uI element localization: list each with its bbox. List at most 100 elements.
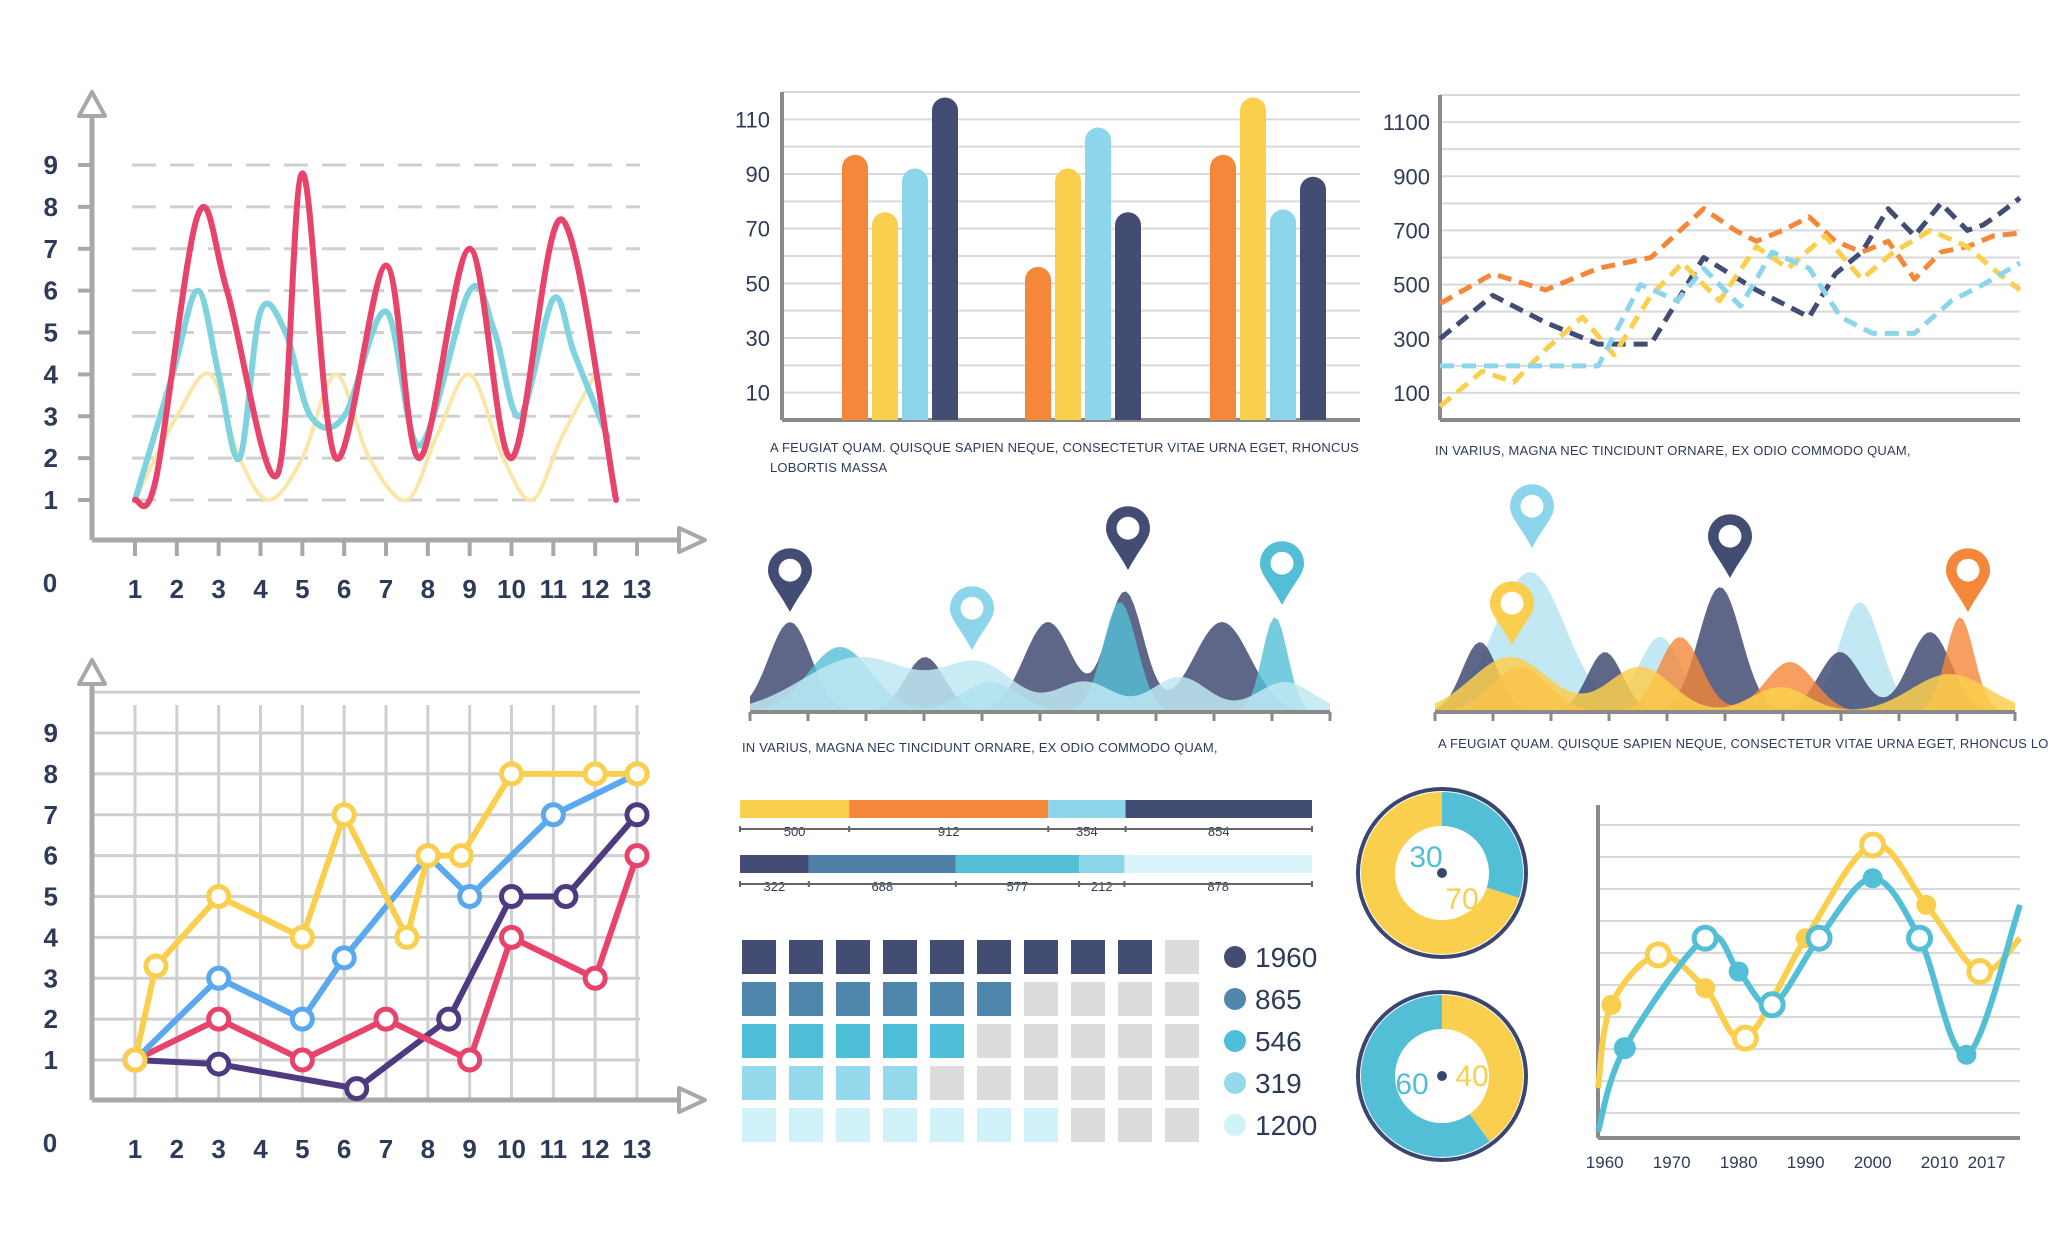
waffle-cell-filled: [836, 982, 870, 1016]
waffle-cell-filled: [742, 1066, 776, 1100]
waffle-cell-filled: [883, 982, 917, 1016]
y-tick-label: 300: [1393, 327, 1430, 352]
segment-label: 912: [938, 824, 960, 839]
x-axis-arrow: [677, 1086, 707, 1114]
data-point-yellow: [624, 761, 650, 787]
bar: [872, 212, 898, 420]
map-pin-hole: [960, 596, 984, 620]
waffle-cell-filled: [789, 1024, 823, 1058]
waffle-cell-filled: [977, 982, 1011, 1016]
waffle-cell-empty: [1024, 1024, 1058, 1058]
legend-swatch: [1224, 946, 1246, 968]
y-tick-label: 2: [44, 443, 58, 473]
waffle-cell-filled: [883, 1066, 917, 1100]
waffle-cell-filled: [930, 940, 964, 974]
data-point-yellow: [1859, 831, 1887, 859]
stacked-segment: [849, 800, 1049, 818]
y-tick-label: 10: [746, 381, 770, 406]
segment-label: 688: [871, 879, 893, 894]
x-tick-label: 2000: [1854, 1153, 1892, 1172]
waffle-cell-empty: [1071, 1066, 1105, 1100]
legend-label: 319: [1255, 1068, 1302, 1099]
y-tick-label: 6: [44, 276, 58, 306]
series-line-orange: [1438, 206, 2021, 306]
area-series-light-blue: [750, 656, 1330, 712]
data-point-yellow: [415, 843, 441, 869]
series-line-yellow: [1595, 841, 2023, 1089]
y-axis-arrow: [77, 658, 107, 686]
caption: IN VARIUS, MAGNA NEC TINCIDUNT ORNARE, E…: [742, 740, 1218, 755]
stacked-segment: [1048, 800, 1126, 818]
y-tick-label: 100: [1393, 381, 1430, 406]
data-point-teal: [1906, 924, 1934, 952]
donut-slice: [1441, 792, 1523, 899]
waffle-cell-filled: [836, 940, 870, 974]
year-line-chart: 1960 1970 1980 1990 2000 2010 2017: [1586, 805, 2023, 1172]
donut-slice: [1361, 792, 1520, 954]
bar: [902, 168, 928, 420]
x-tick-label: 11: [540, 1134, 568, 1164]
segment-label: 500: [784, 824, 806, 839]
data-point-yellow: [206, 884, 232, 909]
map-pin-hole: [1520, 494, 1544, 518]
data-point-yellow: [1644, 941, 1672, 969]
x-tick-label: 13: [623, 574, 652, 604]
legend-label: 1200: [1255, 1110, 1317, 1141]
y-tick-label: 110: [735, 107, 770, 132]
map-pin-hole: [778, 558, 802, 582]
data-point-blue: [540, 802, 566, 828]
caption: IN VARIUS, MAGNA NEC TINCIDUNT ORNARE, E…: [1435, 443, 1911, 458]
x-tick-label: 2010: [1921, 1153, 1959, 1172]
y-axis-arrow: [77, 90, 107, 118]
x-tick-label: 9: [462, 574, 476, 604]
legend-swatch: [1224, 1114, 1246, 1136]
x-tick-label: 2: [170, 574, 184, 604]
x-tick-label: 1970: [1653, 1153, 1691, 1172]
stacked-segment: [1125, 800, 1312, 818]
waffle-cell-empty: [1118, 1066, 1152, 1100]
waffle-cell-empty: [1024, 982, 1058, 1016]
data-point-purple: [553, 884, 579, 909]
waffle-cell-filled: [1024, 1108, 1058, 1142]
waffle-cell-filled: [742, 940, 776, 974]
map-pin-hole: [1500, 591, 1524, 615]
data-point-teal: [1728, 961, 1749, 982]
waffle-cell-empty: [977, 1024, 1011, 1058]
waffle-cell-filled: [742, 1024, 776, 1058]
series-line-red: [132, 170, 620, 510]
y-tick-label: 4: [44, 359, 59, 389]
data-point-red: [582, 965, 608, 991]
x-tick-label: 6: [337, 574, 351, 604]
bar: [1300, 176, 1326, 420]
x-tick-label: 12: [581, 1134, 610, 1164]
waffle-cell-filled: [789, 1066, 823, 1100]
segment-label: 854: [1208, 824, 1230, 839]
bar: [1085, 127, 1111, 421]
bar: [1115, 212, 1141, 420]
data-point-red: [457, 1047, 483, 1073]
x-tick-label: 5: [295, 1134, 309, 1164]
map-pin-hole: [1270, 551, 1294, 575]
caption-line-1: A FEUGIAT QUAM. QUISQUE SAPIEN NEQUE, CO…: [770, 440, 1359, 475]
data-point-purple: [624, 802, 650, 828]
waffle-cell-filled: [1071, 940, 1105, 974]
waffle-cell-empty: [1165, 940, 1199, 974]
data-point-red: [373, 1006, 399, 1032]
data-point-yellow: [1916, 894, 1937, 915]
y-tick-label: 9: [44, 718, 58, 748]
waffle-cell-filled: [742, 1108, 776, 1142]
segment-label: 577: [1007, 879, 1029, 894]
data-point-teal: [1613, 1037, 1636, 1060]
y-tick-label: 4: [44, 922, 59, 952]
x-tick-label: 1: [128, 1134, 142, 1164]
bar: [1270, 209, 1296, 420]
waffle-cell-empty: [1118, 982, 1152, 1016]
y-tick-label: 7: [44, 234, 58, 264]
y-tick-label: 7: [44, 800, 58, 830]
x-tick-label: 12: [581, 574, 610, 604]
stacked-segment: [955, 855, 1080, 873]
y-tick-label: 70: [746, 217, 770, 242]
map-pin-hole: [1116, 516, 1140, 540]
waffle-cell-filled: [836, 1024, 870, 1058]
x-tick-label: 10: [497, 1134, 526, 1164]
